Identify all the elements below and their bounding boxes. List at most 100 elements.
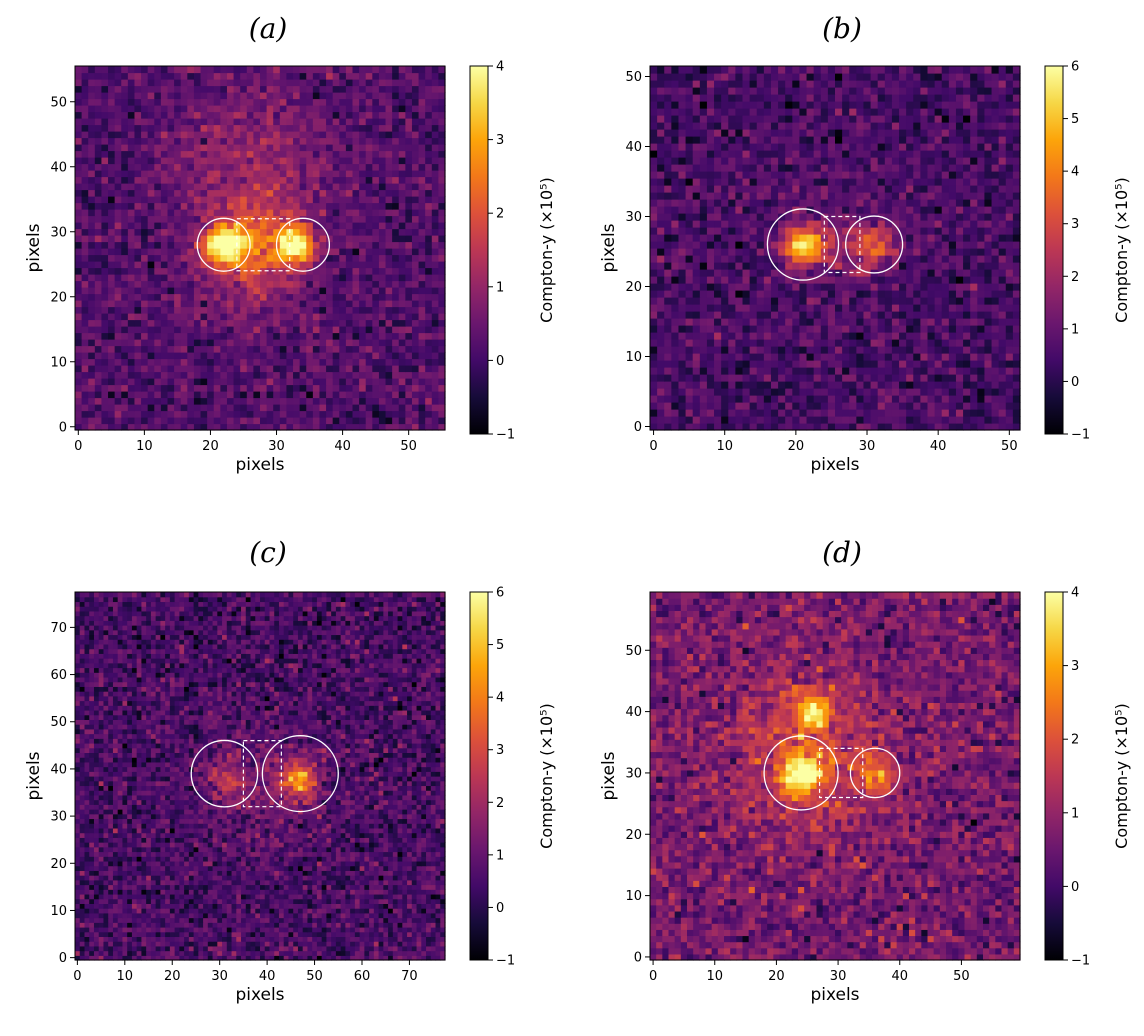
heatmap-cell — [372, 202, 380, 210]
heatmap-cell — [326, 163, 334, 171]
heatmap-cell — [721, 325, 729, 333]
heatmap-cell — [332, 248, 340, 256]
heatmap-cell — [81, 300, 89, 308]
heatmap-cell — [405, 248, 413, 256]
heatmap-cell — [326, 326, 334, 334]
heatmap-cell — [948, 395, 957, 403]
heatmap-cell — [685, 290, 694, 298]
heatmap-cell — [692, 220, 701, 228]
heatmap-cell — [114, 137, 122, 145]
heatmap-cell — [121, 98, 129, 106]
heatmap-cell — [312, 306, 321, 314]
heatmap-cell — [671, 311, 680, 319]
heatmap-cell — [431, 293, 439, 301]
heatmap-cell — [114, 287, 122, 295]
heatmap-cell — [1005, 227, 1014, 235]
heatmap-cell — [180, 72, 188, 80]
heatmap-cell — [193, 111, 202, 119]
heatmap-cell — [207, 345, 215, 353]
heatmap-cell — [147, 365, 155, 373]
heatmap-cell — [160, 92, 169, 100]
heatmap-cell — [742, 199, 751, 207]
heatmap-cell — [820, 409, 829, 417]
heatmap-cell — [385, 228, 393, 236]
heatmap-cell — [200, 339, 208, 347]
heatmap-cell — [332, 417, 340, 425]
heatmap-cell — [319, 371, 327, 379]
heatmap-cell — [913, 199, 921, 207]
heatmap-cell — [134, 196, 142, 204]
heatmap-cell — [213, 157, 221, 165]
heatmap-cell — [650, 297, 658, 305]
heatmap-cell — [253, 163, 261, 171]
heatmap-cell — [193, 358, 202, 366]
heatmap-cell — [657, 262, 665, 270]
heatmap-cell — [101, 300, 109, 308]
heatmap-cell — [114, 222, 122, 230]
heatmap-cell — [359, 124, 367, 132]
heatmap-cell — [650, 339, 658, 347]
heatmap-cell — [233, 98, 241, 106]
heatmap-cell — [372, 261, 380, 269]
heatmap-cell — [293, 92, 301, 100]
heatmap-cell — [207, 300, 215, 308]
heatmap-cell — [339, 189, 347, 197]
heatmap-cell — [127, 423, 136, 431]
heatmap-cell — [699, 290, 708, 298]
heatmap-cell — [891, 374, 900, 382]
heatmap-cell — [279, 124, 288, 132]
heatmap-cell — [141, 267, 149, 275]
heatmap-cell — [849, 423, 857, 431]
heatmap-cell — [927, 255, 936, 263]
x-tick-label: 20 — [202, 439, 219, 454]
heatmap-cell — [372, 384, 380, 392]
heatmap-cell — [785, 262, 793, 270]
heatmap-cell — [233, 79, 241, 87]
heatmap-cell — [226, 222, 235, 230]
heatmap-cell — [431, 183, 439, 191]
heatmap-cell — [299, 157, 307, 165]
heatmap-cell — [418, 118, 426, 126]
heatmap-cell — [339, 326, 347, 334]
heatmap-cell — [378, 378, 387, 386]
x-axis-label: pixels — [235, 455, 284, 475]
heatmap-cell — [385, 313, 393, 321]
heatmap-cell — [345, 417, 354, 425]
heatmap-cell — [273, 313, 281, 321]
heatmap-cell — [345, 124, 354, 132]
heatmap-cell — [253, 189, 261, 197]
heatmap-cell — [378, 287, 387, 295]
heatmap-cell — [365, 228, 373, 236]
heatmap-cell — [266, 319, 274, 327]
heatmap-cell — [299, 365, 307, 373]
heatmap-cell — [160, 267, 169, 275]
heatmap-cell — [877, 339, 886, 347]
heatmap-cell — [685, 234, 694, 242]
heatmap-cell — [108, 137, 116, 145]
heatmap-cell — [699, 395, 708, 403]
heatmap-cell — [392, 98, 400, 106]
heatmap-cell — [233, 163, 241, 171]
heatmap-cell — [101, 66, 109, 74]
heatmap-cell — [749, 423, 758, 431]
heatmap-cell — [240, 241, 248, 249]
heatmap-cell — [121, 397, 129, 405]
heatmap-cell — [877, 248, 886, 256]
heatmap-cell — [174, 313, 182, 321]
heatmap-cell — [121, 241, 129, 249]
heatmap-cell — [253, 352, 261, 360]
heatmap-cell — [108, 98, 116, 106]
heatmap-cell — [385, 423, 393, 431]
heatmap-cell — [312, 261, 321, 269]
heatmap-cell — [114, 261, 122, 269]
heatmap-cell — [167, 319, 175, 327]
heatmap-cell — [160, 131, 169, 139]
heatmap-cell — [671, 234, 680, 242]
heatmap-cell — [742, 206, 751, 214]
heatmap-cell — [94, 189, 103, 197]
heatmap-cell — [240, 300, 248, 308]
heatmap-cell — [273, 150, 281, 158]
heatmap-cell — [160, 384, 169, 392]
heatmap-cell — [963, 290, 971, 298]
heatmap-cell — [392, 118, 400, 126]
